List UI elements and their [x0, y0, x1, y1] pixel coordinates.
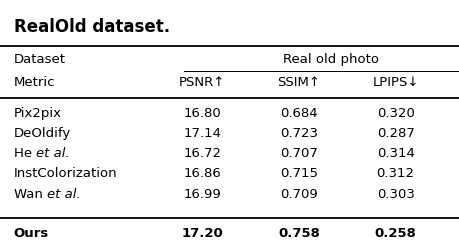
Text: et al.: et al.	[47, 188, 80, 201]
Text: 0.312: 0.312	[376, 168, 414, 181]
Text: Metric: Metric	[14, 76, 55, 89]
Text: Dataset: Dataset	[14, 53, 66, 66]
Text: RealOld dataset.: RealOld dataset.	[14, 17, 169, 36]
Text: 0.684: 0.684	[280, 107, 317, 120]
Text: 0.303: 0.303	[376, 188, 414, 201]
Text: 0.709: 0.709	[280, 188, 317, 201]
Text: 0.314: 0.314	[376, 147, 414, 160]
Text: PSNR↑: PSNR↑	[179, 76, 225, 89]
Text: 0.723: 0.723	[280, 127, 317, 140]
Text: 17.20: 17.20	[181, 227, 223, 240]
Text: 0.707: 0.707	[280, 147, 317, 160]
Text: SSIM↑: SSIM↑	[277, 76, 320, 89]
Text: 0.287: 0.287	[376, 127, 414, 140]
Text: 16.99: 16.99	[183, 188, 221, 201]
Text: Wan: Wan	[14, 188, 47, 201]
Text: 16.72: 16.72	[183, 147, 221, 160]
Text: InstColorization: InstColorization	[14, 168, 117, 181]
Text: Real old photo: Real old photo	[283, 53, 378, 66]
Text: Ours: Ours	[14, 227, 49, 240]
Text: Pix2pix: Pix2pix	[14, 107, 62, 120]
Text: 16.80: 16.80	[183, 107, 221, 120]
Text: et al.: et al.	[36, 147, 70, 160]
Text: 0.715: 0.715	[280, 168, 317, 181]
Text: LPIPS↓: LPIPS↓	[371, 76, 418, 89]
Text: He: He	[14, 147, 36, 160]
Text: 16.86: 16.86	[183, 168, 221, 181]
Text: 0.758: 0.758	[277, 227, 319, 240]
Text: 0.258: 0.258	[374, 227, 416, 240]
Text: 17.14: 17.14	[183, 127, 221, 140]
Text: 0.320: 0.320	[376, 107, 414, 120]
Text: DeOldify: DeOldify	[14, 127, 71, 140]
